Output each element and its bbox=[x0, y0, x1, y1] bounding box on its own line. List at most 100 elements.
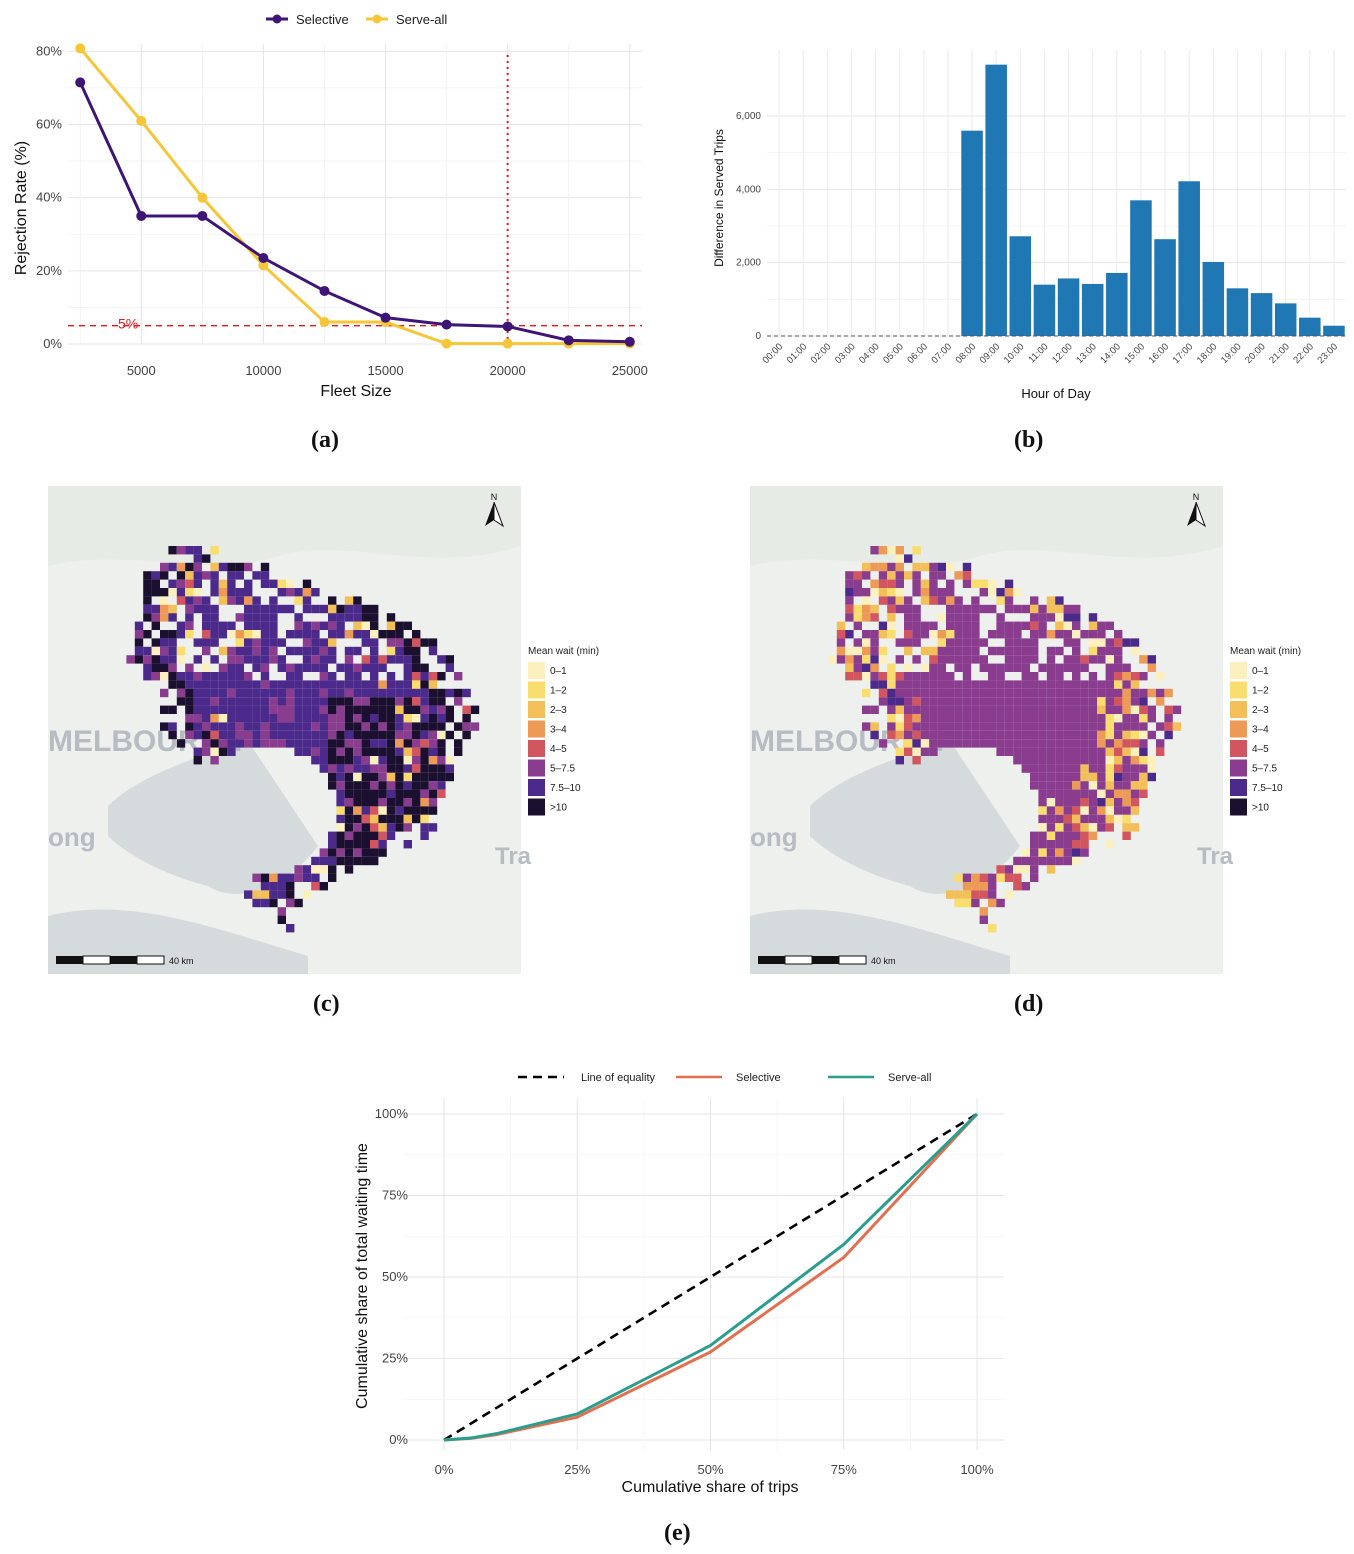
map-cell-3–4 bbox=[1088, 831, 1098, 840]
map-cell-7.5–10 bbox=[912, 739, 921, 748]
map-cell-0–1 bbox=[218, 714, 228, 723]
map-cell-3–4 bbox=[210, 714, 219, 723]
map-cell-3–4 bbox=[1122, 688, 1131, 698]
map-cell-2–3 bbox=[1088, 772, 1098, 782]
map-cell-5–7.5 bbox=[996, 722, 1005, 731]
point-selective bbox=[380, 312, 391, 323]
map-cell->10 bbox=[134, 655, 144, 664]
map-cell->10 bbox=[143, 596, 152, 605]
map-cell-5–7.5 bbox=[344, 764, 354, 773]
map-cell-2–3 bbox=[1139, 772, 1148, 782]
map-cell-5–7.5 bbox=[1030, 646, 1039, 656]
map-cell-7.5–10 bbox=[252, 739, 261, 748]
map-cell-5–7.5 bbox=[845, 579, 854, 588]
map-cell-1–2 bbox=[1046, 831, 1056, 840]
map-cell-5–7.5 bbox=[1004, 705, 1014, 714]
map-cell-7.5–10 bbox=[260, 898, 270, 908]
map-cell-5–7.5 bbox=[311, 747, 320, 756]
map-cell->10 bbox=[370, 613, 379, 622]
map-cell-5–7.5 bbox=[1072, 646, 1081, 656]
map-cell-5–7.5 bbox=[954, 680, 963, 689]
legend-label: 0–1 bbox=[550, 666, 567, 677]
map-cell-0–1 bbox=[937, 613, 946, 622]
map-cell-5–7.5 bbox=[470, 722, 480, 731]
map-cell-5–7.5 bbox=[1072, 831, 1081, 840]
map-cell-5–7.5 bbox=[1038, 630, 1047, 639]
map-cell->10 bbox=[386, 806, 396, 815]
map-cell-5–7.5 bbox=[1080, 789, 1089, 798]
map-cell-5–7.5 bbox=[1080, 705, 1089, 714]
map-cell-5–7.5 bbox=[1088, 747, 1098, 756]
map-cell-5–7.5 bbox=[946, 579, 955, 588]
map-cell-7.5–10 bbox=[311, 604, 320, 614]
map-cell-5–7.5 bbox=[937, 680, 946, 689]
map-cell-5–7.5 bbox=[937, 739, 946, 748]
map-cell-4–5 bbox=[420, 739, 429, 748]
y-tick-label: 100% bbox=[375, 1106, 409, 1121]
map-cell-4–5 bbox=[979, 873, 988, 882]
map-cell-5–7.5 bbox=[1046, 646, 1056, 656]
map-cell-0–1 bbox=[1097, 789, 1106, 798]
map-cell-0–1 bbox=[878, 655, 888, 664]
map-cell-4–5 bbox=[1122, 831, 1131, 840]
map-cell-5–7.5 bbox=[1097, 680, 1106, 689]
y-tick-label: 60% bbox=[36, 116, 62, 131]
map-cell->10 bbox=[344, 806, 354, 815]
map-cell->10 bbox=[151, 621, 160, 630]
map-cell-5–7.5 bbox=[870, 705, 879, 714]
map-cell-1–2 bbox=[294, 596, 303, 605]
map-cell-7.5–10 bbox=[420, 831, 429, 840]
map-cell-7.5–10 bbox=[286, 722, 295, 731]
map-cell-5–7.5 bbox=[1088, 714, 1098, 723]
map-cell-5–7.5 bbox=[870, 646, 879, 656]
map-cell-5–7.5 bbox=[1097, 781, 1106, 790]
map-cell-5–7.5 bbox=[1088, 680, 1098, 689]
map-cell-0–1 bbox=[828, 655, 837, 664]
map-cell-5–7.5 bbox=[988, 663, 997, 672]
map-cell-5–7.5 bbox=[979, 722, 988, 731]
map-cell-4–5 bbox=[412, 697, 421, 706]
map-cell-5–7.5 bbox=[1038, 798, 1047, 807]
map-cell-5–7.5 bbox=[1080, 663, 1089, 672]
map-cell-5–7.5 bbox=[1030, 714, 1039, 723]
map-cell->10 bbox=[454, 747, 463, 756]
map-cell-5–7.5 bbox=[929, 680, 938, 689]
x-tick-label: 0% bbox=[435, 1462, 454, 1477]
map-cell-7.5–10 bbox=[428, 823, 438, 832]
map-cell->10 bbox=[328, 596, 337, 605]
map-cell-5–7.5 bbox=[1038, 697, 1047, 706]
map-cell-0–1 bbox=[193, 588, 202, 597]
map-cell-5–7.5 bbox=[1072, 772, 1081, 782]
map-cell-7.5–10 bbox=[328, 646, 337, 656]
map-cell-5–7.5 bbox=[202, 646, 211, 656]
map-cell-5–7.5 bbox=[954, 722, 963, 731]
map-cell-7.5–10 bbox=[193, 722, 202, 731]
map-cell-5–7.5 bbox=[328, 621, 337, 630]
map-cell-5–7.5 bbox=[937, 672, 946, 681]
caption-e: (e) bbox=[664, 1520, 691, 1546]
map-cell-5–7.5 bbox=[1072, 680, 1081, 689]
map-cell-5–7.5 bbox=[319, 848, 328, 857]
map-cell-1–2 bbox=[971, 579, 980, 588]
map-cell-5–7.5 bbox=[1004, 604, 1014, 614]
map-cell-5–7.5 bbox=[370, 781, 379, 790]
map-cell->10 bbox=[151, 579, 160, 588]
bar-12:00 bbox=[1057, 278, 1080, 336]
map-cell-0–1 bbox=[988, 588, 997, 597]
map-cell-3–4 bbox=[378, 680, 387, 689]
map-cell-3–4 bbox=[870, 562, 879, 572]
map-cell->10 bbox=[286, 890, 295, 899]
map-cell-7.5–10 bbox=[260, 688, 270, 698]
map-cell-5–7.5 bbox=[1105, 680, 1114, 689]
map-cell-5–7.5 bbox=[1021, 672, 1030, 681]
chart-a-ylabel: Rejection Rate (%) bbox=[13, 141, 30, 275]
map-cell-3–4 bbox=[176, 562, 186, 572]
map-cell-2–3 bbox=[954, 890, 963, 899]
map-cell-3–4 bbox=[1055, 806, 1064, 815]
map-cell-5–7.5 bbox=[361, 722, 370, 731]
map-cell-5–7.5 bbox=[160, 646, 169, 656]
map-cell-5–7.5 bbox=[870, 546, 879, 555]
map-cell->10 bbox=[378, 630, 387, 639]
map-cell-5–7.5 bbox=[1021, 604, 1030, 614]
map-cell-7.5–10 bbox=[227, 621, 236, 630]
